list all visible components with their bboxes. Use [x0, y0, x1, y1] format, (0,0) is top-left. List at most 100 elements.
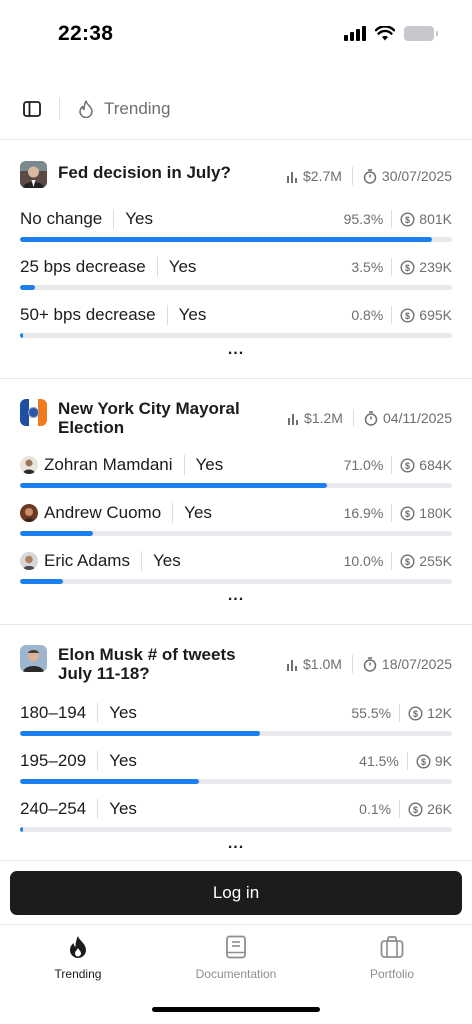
outcome-row[interactable]: 240–254 Yes 0.1% $26K [20, 797, 452, 837]
sidebar-toggle-button[interactable] [20, 97, 44, 121]
market-volume: $2.7M [303, 168, 342, 184]
outcome-side: Yes [178, 305, 207, 324]
tab-trending[interactable]: Trending [13, 935, 143, 981]
tab-label: Documentation [195, 967, 277, 981]
outcome-row[interactable]: 50+ bps decrease Yes 0.8% $695K [20, 303, 452, 343]
tab-label: Portfolio [369, 967, 415, 981]
tab-documentation[interactable]: Documentation [171, 935, 301, 981]
outcome-side: Yes [109, 799, 137, 818]
market-title: Elon Musk # of tweets July 11-18? [58, 645, 236, 683]
home-indicator[interactable] [152, 1007, 320, 1012]
market-meta: $1.2M 04/11/2025 [287, 409, 452, 427]
outcome-percent: 71.0% [343, 457, 384, 473]
top-bar: Trending [0, 78, 472, 140]
dollar-coin-icon: $ [400, 259, 415, 275]
outcome-percent: 0.8% [351, 307, 384, 323]
svg-text:$: $ [413, 709, 418, 719]
probability-fill [20, 731, 260, 736]
market-header: Elon Musk # of tweets July 11-18? $1.0M … [20, 625, 452, 683]
market-card[interactable]: New York City Mayoral Election $1.2M 04/… [0, 379, 472, 625]
probability-fill [20, 285, 36, 290]
outcome-row[interactable]: No change Yes 95.3% $801K [20, 207, 452, 247]
outcome-percent: 16.9% [343, 505, 384, 521]
bar-chart-icon [287, 659, 297, 671]
market-meta: $2.7M 30/07/2025 [286, 167, 452, 185]
outcome-side: Yes [184, 503, 212, 522]
more-outcomes-button[interactable]: ... [227, 835, 245, 852]
outcome-label: 195–209 [20, 751, 87, 770]
timer-icon [364, 410, 378, 426]
svg-text:$: $ [405, 263, 410, 273]
timer-icon [363, 168, 377, 184]
probability-fill [20, 827, 23, 832]
more-outcomes-button[interactable]: ... [227, 341, 245, 358]
login-button[interactable]: Log in [10, 871, 462, 915]
candidate-avatar [20, 456, 38, 474]
outcome-row[interactable]: 25 bps decrease Yes 3.5% $239K [20, 255, 452, 295]
dollar-coin-icon: $ [400, 457, 415, 473]
svg-text:$: $ [405, 557, 410, 567]
tab-portfolio[interactable]: Portfolio [327, 935, 457, 981]
candidate-avatar [20, 552, 38, 570]
battery-icon [404, 26, 438, 41]
svg-text:$: $ [413, 805, 418, 815]
dollar-coin-icon: $ [400, 553, 415, 569]
probability-bar [20, 531, 452, 536]
market-image [20, 161, 47, 188]
flame-icon [70, 936, 86, 958]
wifi-icon [375, 26, 395, 41]
flame-icon [79, 99, 93, 118]
outcome-label: 25 bps decrease [20, 257, 146, 276]
outcome-volume: 684K [419, 457, 452, 473]
market-card[interactable]: Elon Musk # of tweets July 11-18? $1.0M … [0, 625, 472, 861]
page-title: Trending [104, 98, 171, 118]
cellular-signal-icon [344, 26, 366, 41]
outcome-row[interactable]: Eric Adams Yes 10.0% $255K [20, 549, 452, 589]
svg-text:$: $ [405, 311, 410, 321]
outcome-percent: 95.3% [343, 211, 384, 227]
outcome-row[interactable]: Andrew Cuomo Yes 16.9% $180K [20, 501, 452, 541]
probability-fill [20, 531, 93, 536]
outcome-volume: 12K [427, 705, 452, 721]
status-icons [344, 26, 438, 41]
market-end-date: 18/07/2025 [381, 656, 452, 672]
more-outcomes-button[interactable]: ... [227, 587, 245, 604]
outcome-volume: 255K [419, 553, 452, 569]
outcome-row[interactable]: 180–194 Yes 55.5% $12K [20, 701, 452, 741]
tab-label: Trending [54, 967, 102, 981]
probability-bar [20, 827, 452, 832]
dollar-coin-icon: $ [400, 211, 415, 227]
outcome-side: Yes [109, 703, 137, 722]
outcome-label: No change [20, 209, 103, 228]
outcome-percent: 3.5% [351, 259, 384, 275]
market-title: Fed decision in July? [58, 163, 231, 182]
outcome-row[interactable]: Zohran Mamdani Yes 71.0% $684K [20, 453, 452, 493]
outcome-volume: 180K [419, 505, 452, 521]
outcome-side: Yes [195, 455, 224, 474]
probability-fill [20, 237, 432, 242]
probability-fill [20, 579, 64, 584]
svg-text:$: $ [405, 215, 410, 225]
market-meta: $1.0M 18/07/2025 [286, 655, 452, 673]
dollar-coin-icon: $ [416, 753, 431, 769]
svg-text:$: $ [405, 509, 410, 519]
probability-bar [20, 731, 452, 736]
probability-bar [20, 483, 452, 488]
dollar-coin-icon: $ [400, 307, 415, 323]
market-title: New York City Mayoral Election [58, 399, 240, 437]
candidate-avatar [20, 504, 38, 522]
dollar-coin-icon: $ [408, 801, 423, 817]
market-volume: $1.2M [304, 410, 343, 426]
market-header: Fed decision in July? $2.7M 30/07/2025 [20, 141, 452, 188]
probability-bar [20, 779, 452, 784]
market-card[interactable]: Fed decision in July? $2.7M 30/07/2025 N… [0, 141, 472, 379]
outcome-percent: 10.0% [343, 553, 384, 569]
market-volume: $1.0M [303, 656, 342, 672]
outcome-row[interactable]: 195–209 Yes 41.5% $9K [20, 749, 452, 789]
outcome-volume: 801K [419, 211, 452, 227]
outcome-percent: 41.5% [359, 753, 399, 769]
outcome-percent: 0.1% [359, 801, 392, 817]
outcome-label: Andrew Cuomo [44, 503, 162, 522]
probability-bar [20, 579, 452, 584]
probability-fill [20, 333, 24, 338]
